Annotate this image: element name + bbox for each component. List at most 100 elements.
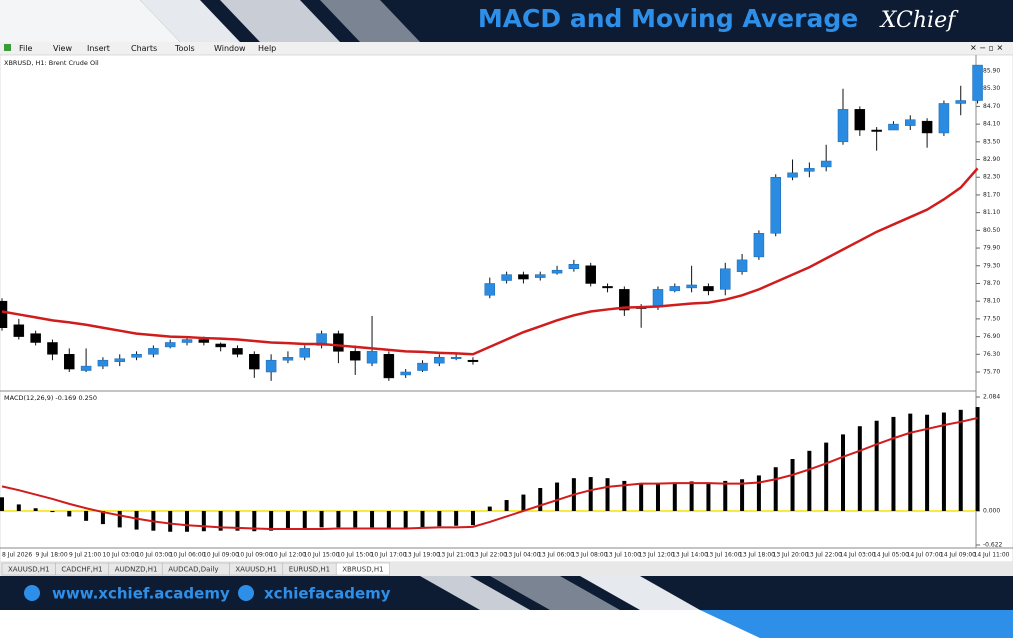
candle-body [198, 339, 210, 343]
macd-bar [874, 420, 879, 511]
candle-body [484, 283, 496, 296]
candle-body [450, 356, 462, 359]
time-label: 13 Jul 20:00 [773, 552, 809, 559]
stripe [140, 0, 240, 42]
macd-bar [555, 482, 560, 511]
macd-bar [0, 497, 4, 511]
macd-tick-label: 2.084 [983, 394, 1000, 401]
price-tick-label: 85.90 [983, 68, 1000, 75]
web-icon [24, 585, 40, 601]
menu-item[interactable]: File [19, 44, 32, 53]
macd-bar [504, 500, 509, 511]
tab-label[interactable]: XBRUSD,H1 [342, 566, 383, 574]
time-label: 13 Jul 22:00 [471, 552, 507, 559]
time-label: 10 Jul 09:00 [237, 552, 273, 559]
macd-bar [218, 510, 223, 531]
menu-item[interactable]: Help [258, 44, 276, 53]
price-tick-label: 76.90 [983, 333, 1000, 340]
stripe [580, 576, 700, 610]
tab-label[interactable]: AUDCAD,Daily [168, 566, 218, 574]
candle-body [0, 300, 8, 328]
candle-body [501, 274, 512, 281]
macd-bar [420, 510, 425, 528]
macd-bar [319, 510, 324, 528]
banner-title: MACD and Moving Average [478, 4, 858, 33]
tab-label[interactable]: XAUUSD,H1 [235, 566, 277, 574]
candle-body [13, 324, 25, 337]
menu-item[interactable]: Tools [174, 44, 195, 53]
macd-bar [269, 510, 274, 531]
macd-bar [134, 510, 139, 530]
price-tick-label: 75.70 [983, 369, 1000, 376]
time-label: 13 Jul 19:00 [404, 552, 440, 559]
macd-bar [100, 510, 105, 525]
candle-body [938, 103, 950, 134]
macd-bar [201, 510, 206, 532]
candle-body [888, 123, 899, 131]
tab[interactable] [335, 562, 390, 576]
macd-bar [487, 506, 492, 511]
candle-body [551, 269, 563, 274]
candle-body [972, 64, 983, 101]
candle-body [736, 259, 748, 272]
tab-label[interactable]: CADCHF,H1 [61, 566, 102, 574]
candle-body [568, 264, 580, 269]
signal-line [1, 417, 978, 531]
macd-bar [403, 510, 408, 529]
window-controls[interactable]: ✕ − ▫ ✕ [970, 44, 1003, 53]
candle-body [47, 342, 58, 355]
time-label: 14 Jul 07:00 [907, 552, 943, 559]
time-label: 14 Jul 03:00 [840, 552, 876, 559]
price-tick-label: 77.50 [983, 315, 1000, 322]
macd-bar [50, 510, 55, 513]
time-label: 10 Jul 17:00 [371, 552, 407, 559]
stripe [490, 576, 620, 610]
candle-body [148, 348, 159, 355]
macd-bar [941, 412, 946, 511]
tab-label[interactable]: XAUUSD,H1 [8, 566, 50, 574]
menu-item[interactable]: View [53, 44, 72, 53]
social[interactable]: xchiefacademy [264, 585, 391, 603]
candle-body [518, 274, 529, 280]
price-tick-label: 78.10 [983, 298, 1000, 305]
macd-bar [706, 482, 711, 511]
candle-body [181, 339, 193, 343]
price-tick-label: 81.10 [983, 209, 1000, 216]
candle-body [131, 354, 142, 358]
price-tick-label: 79.30 [983, 262, 1000, 269]
macd-bar [622, 480, 627, 511]
time-label: 9 Jul 21:00 [69, 552, 101, 559]
macd-bar [386, 510, 391, 529]
candle-body [837, 109, 849, 143]
time-label: 13 Jul 06:00 [538, 552, 574, 559]
macd-bar [773, 467, 778, 511]
candle-body [249, 354, 260, 370]
candle-body [30, 333, 41, 343]
candle-body [652, 289, 664, 308]
macd-bar [740, 479, 745, 511]
candle-body [383, 354, 395, 379]
candle-body [534, 274, 546, 278]
website[interactable]: www.xchief.academy [52, 585, 230, 603]
tab-label[interactable]: AUDNZD,H1 [115, 566, 158, 574]
candle-body [787, 172, 798, 178]
price-tick-label: 79.90 [983, 245, 1000, 252]
moving-average [1, 167, 979, 356]
time-label: 10 Jul 15:00 [304, 552, 340, 559]
stripe [420, 576, 530, 610]
price-tick-label: 80.50 [983, 227, 1000, 234]
candle-body [871, 129, 882, 132]
time-label: 14 Jul 11:00 [974, 552, 1010, 559]
price-tick-label: 82.30 [983, 174, 1000, 181]
candle-body [703, 286, 714, 292]
macd-bar [975, 407, 980, 511]
time-label: 13 Jul 16:00 [706, 552, 742, 559]
menu-item[interactable]: Insert [87, 44, 110, 53]
menu-item[interactable]: Charts [131, 44, 157, 53]
menu-item[interactable]: Window [214, 44, 246, 53]
stripe [320, 0, 420, 42]
candle-body [215, 343, 226, 348]
tab-label[interactable]: EURUSD,H1 [289, 566, 330, 574]
candle-body [265, 359, 277, 373]
macd-bar [168, 510, 173, 532]
